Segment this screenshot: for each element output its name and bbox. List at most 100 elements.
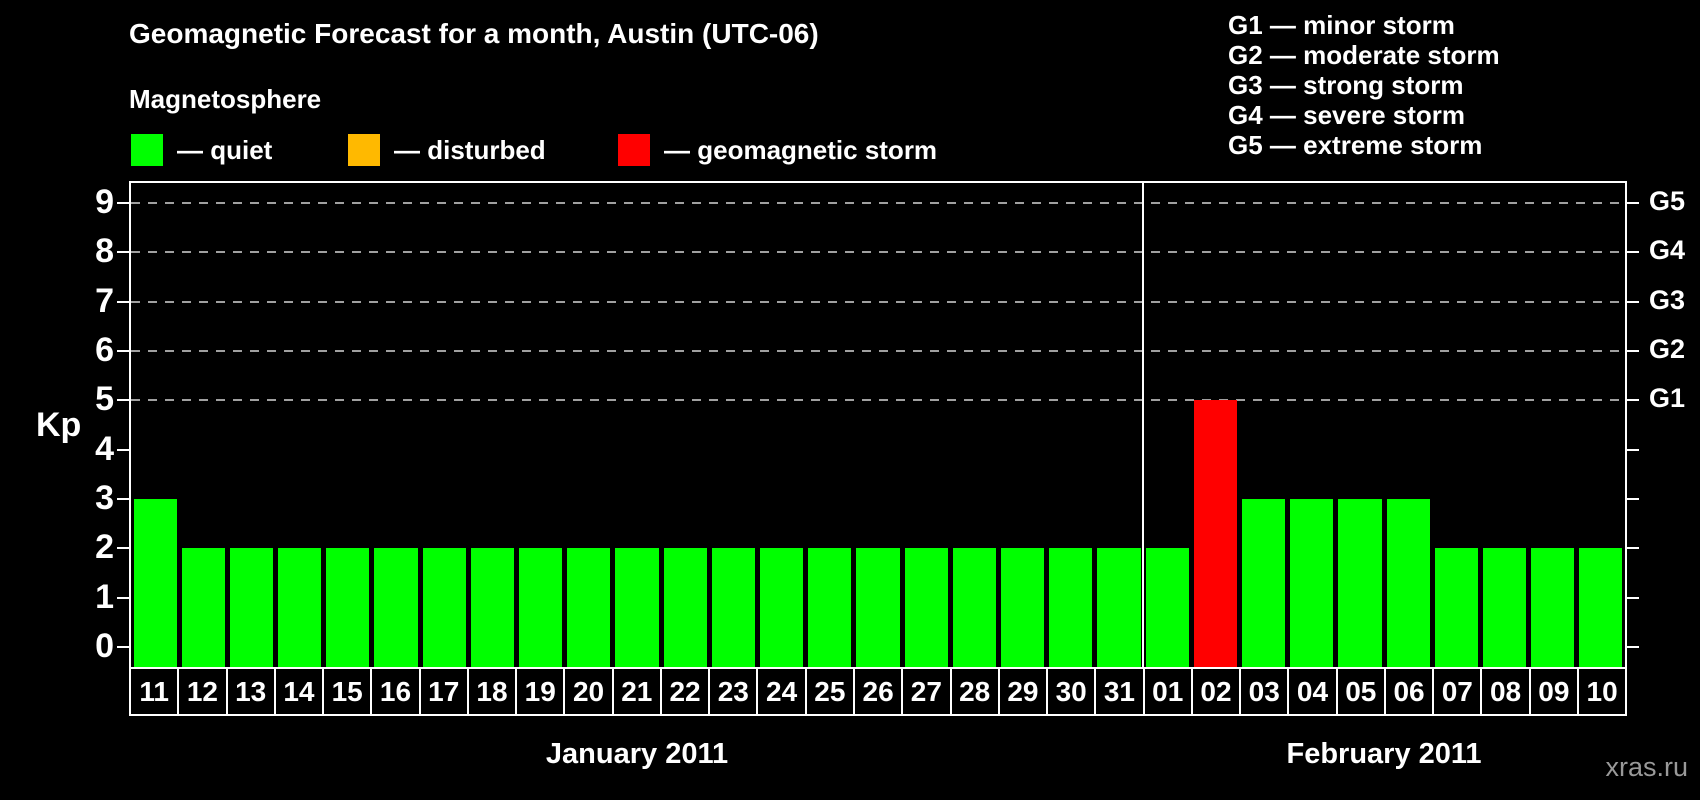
day-cell-17: 17 <box>420 669 469 714</box>
day-cell-06: 06 <box>1385 669 1435 714</box>
kp-tick-left-9 <box>117 201 129 204</box>
gridline-kp6 <box>131 349 1625 352</box>
kp-bar-17 <box>422 548 466 667</box>
kp-bar-30 <box>1049 548 1093 667</box>
kp-bar-07 <box>1434 548 1478 667</box>
kp-bar-24 <box>760 548 804 667</box>
day-cell-19: 19 <box>517 669 566 714</box>
kp-tick-right-7 <box>1627 300 1639 303</box>
kp-tick-label-3: 3 <box>95 479 114 518</box>
kp-bar-01 <box>1145 548 1189 667</box>
month-label-february: February 2011 <box>1286 738 1482 770</box>
kp-tick-right-1 <box>1627 596 1639 599</box>
day-cell-26: 26 <box>854 669 904 714</box>
kp-bar-28 <box>952 548 996 667</box>
kp-bar-10 <box>1579 548 1623 667</box>
kp-tick-right-6 <box>1627 349 1639 352</box>
legend-swatch-disturbed-icon <box>348 134 380 166</box>
gridline-kp5 <box>131 399 1625 402</box>
kp-tick-left-8 <box>117 251 129 254</box>
kp-bar-25 <box>808 548 852 667</box>
kp-tick-label-6: 6 <box>95 330 114 369</box>
watermark: xras.ru <box>1605 752 1688 782</box>
day-cell-28: 28 <box>951 669 1000 714</box>
day-cell-25: 25 <box>806 669 855 714</box>
legend-swatch-storm-icon <box>618 134 650 166</box>
kp-tick-label-9: 9 <box>95 182 114 221</box>
day-cell-20: 20 <box>565 669 614 714</box>
kp-tick-right-0 <box>1627 646 1639 649</box>
kp-tick-right-4 <box>1627 448 1639 451</box>
month-divider <box>1142 183 1145 667</box>
kp-tick-label-8: 8 <box>95 232 114 271</box>
kp-bar-26 <box>856 548 900 667</box>
legend-swatch-quiet-icon <box>131 134 163 166</box>
day-cell-08: 08 <box>1482 669 1531 714</box>
kp-tick-left-2 <box>117 547 129 550</box>
kp-bar-13 <box>229 548 274 667</box>
day-cell-21: 21 <box>613 669 662 714</box>
day-cell-27: 27 <box>903 669 952 714</box>
day-axis-row: 11 12 13 14 15 16 17 18 19 20 21 22 23 24 25 26 27 28 29 30… <box>129 667 1627 716</box>
legend-label-disturbed: — disturbed <box>394 134 546 165</box>
day-cell-23: 23 <box>710 669 759 714</box>
kp-bar-14 <box>278 548 322 667</box>
kp-bar-06 <box>1386 499 1430 667</box>
day-cell-05: 05 <box>1337 669 1386 714</box>
day-cell-14: 14 <box>275 669 325 714</box>
kp-tick-label-5: 5 <box>95 380 114 419</box>
kp-tick-left-7 <box>117 300 129 303</box>
day-cell-07: 07 <box>1434 669 1483 714</box>
kp-tick-left-1 <box>117 596 129 599</box>
kp-bar-20 <box>567 548 611 667</box>
kp-bar-04 <box>1290 499 1334 667</box>
g-legend-line-2: G2 — moderate storm <box>1228 40 1500 70</box>
day-cell-02: 02 <box>1192 669 1242 714</box>
legend-item-disturbed: — disturbed <box>348 134 546 166</box>
day-cell-13: 13 <box>227 669 276 714</box>
gridline-kp9 <box>131 201 1625 204</box>
g-axis-label-G1: G1 <box>1649 383 1686 414</box>
day-cell-09: 09 <box>1530 669 1579 714</box>
chart-title: Geomagnetic Forecast for a month, Austin… <box>129 18 819 49</box>
g-legend-line-4: G4 — severe storm <box>1228 100 1466 130</box>
day-cell-04: 04 <box>1289 669 1338 714</box>
legend-label-storm: — geomagnetic storm <box>664 134 938 165</box>
kp-tick-right-5 <box>1627 399 1639 402</box>
gridline-kp7 <box>131 300 1625 303</box>
kp-bar-23 <box>711 548 755 667</box>
legend-item-storm: — geomagnetic storm <box>618 134 937 166</box>
kp-axis-title: Kp <box>36 406 82 444</box>
kp-bar-18 <box>470 548 515 667</box>
kp-bar-08 <box>1482 548 1527 667</box>
g-axis-label-G2: G2 <box>1649 333 1686 364</box>
legend-label-quiet: — quiet <box>177 134 273 165</box>
kp-bar-11 <box>133 499 177 667</box>
kp-tick-left-3 <box>117 498 129 501</box>
day-cell-11: 11 <box>131 669 180 714</box>
kp-bar-09 <box>1531 548 1575 667</box>
day-cell-24: 24 <box>758 669 807 714</box>
day-cell-12: 12 <box>179 669 228 714</box>
kp-tick-label-0: 0 <box>95 627 114 666</box>
day-cell-31: 31 <box>1096 669 1145 714</box>
gridline-kp8 <box>131 251 1625 254</box>
g-legend-line-1: G1 — minor storm <box>1228 10 1455 40</box>
plot-area <box>129 181 1627 669</box>
kp-tick-right-3 <box>1627 498 1639 501</box>
g-scale-legend: G1 — minor storm G2 — moderate storm G3 — … <box>1228 10 1500 160</box>
day-cell-22: 22 <box>661 669 711 714</box>
kp-bar-02 <box>1193 400 1237 667</box>
day-cell-18: 18 <box>468 669 518 714</box>
kp-bar-29 <box>1000 548 1045 667</box>
kp-bar-27 <box>904 548 948 667</box>
month-label-january: January 2011 <box>545 738 729 770</box>
g-axis-label-G4: G4 <box>1649 235 1686 266</box>
kp-bar-31 <box>1097 548 1141 667</box>
magnetosphere-label: Magnetosphere <box>129 84 322 114</box>
kp-tick-label-2: 2 <box>95 528 114 567</box>
kp-tick-right-8 <box>1627 251 1639 254</box>
kp-tick-label-7: 7 <box>95 281 114 320</box>
day-cell-10: 10 <box>1578 669 1626 714</box>
